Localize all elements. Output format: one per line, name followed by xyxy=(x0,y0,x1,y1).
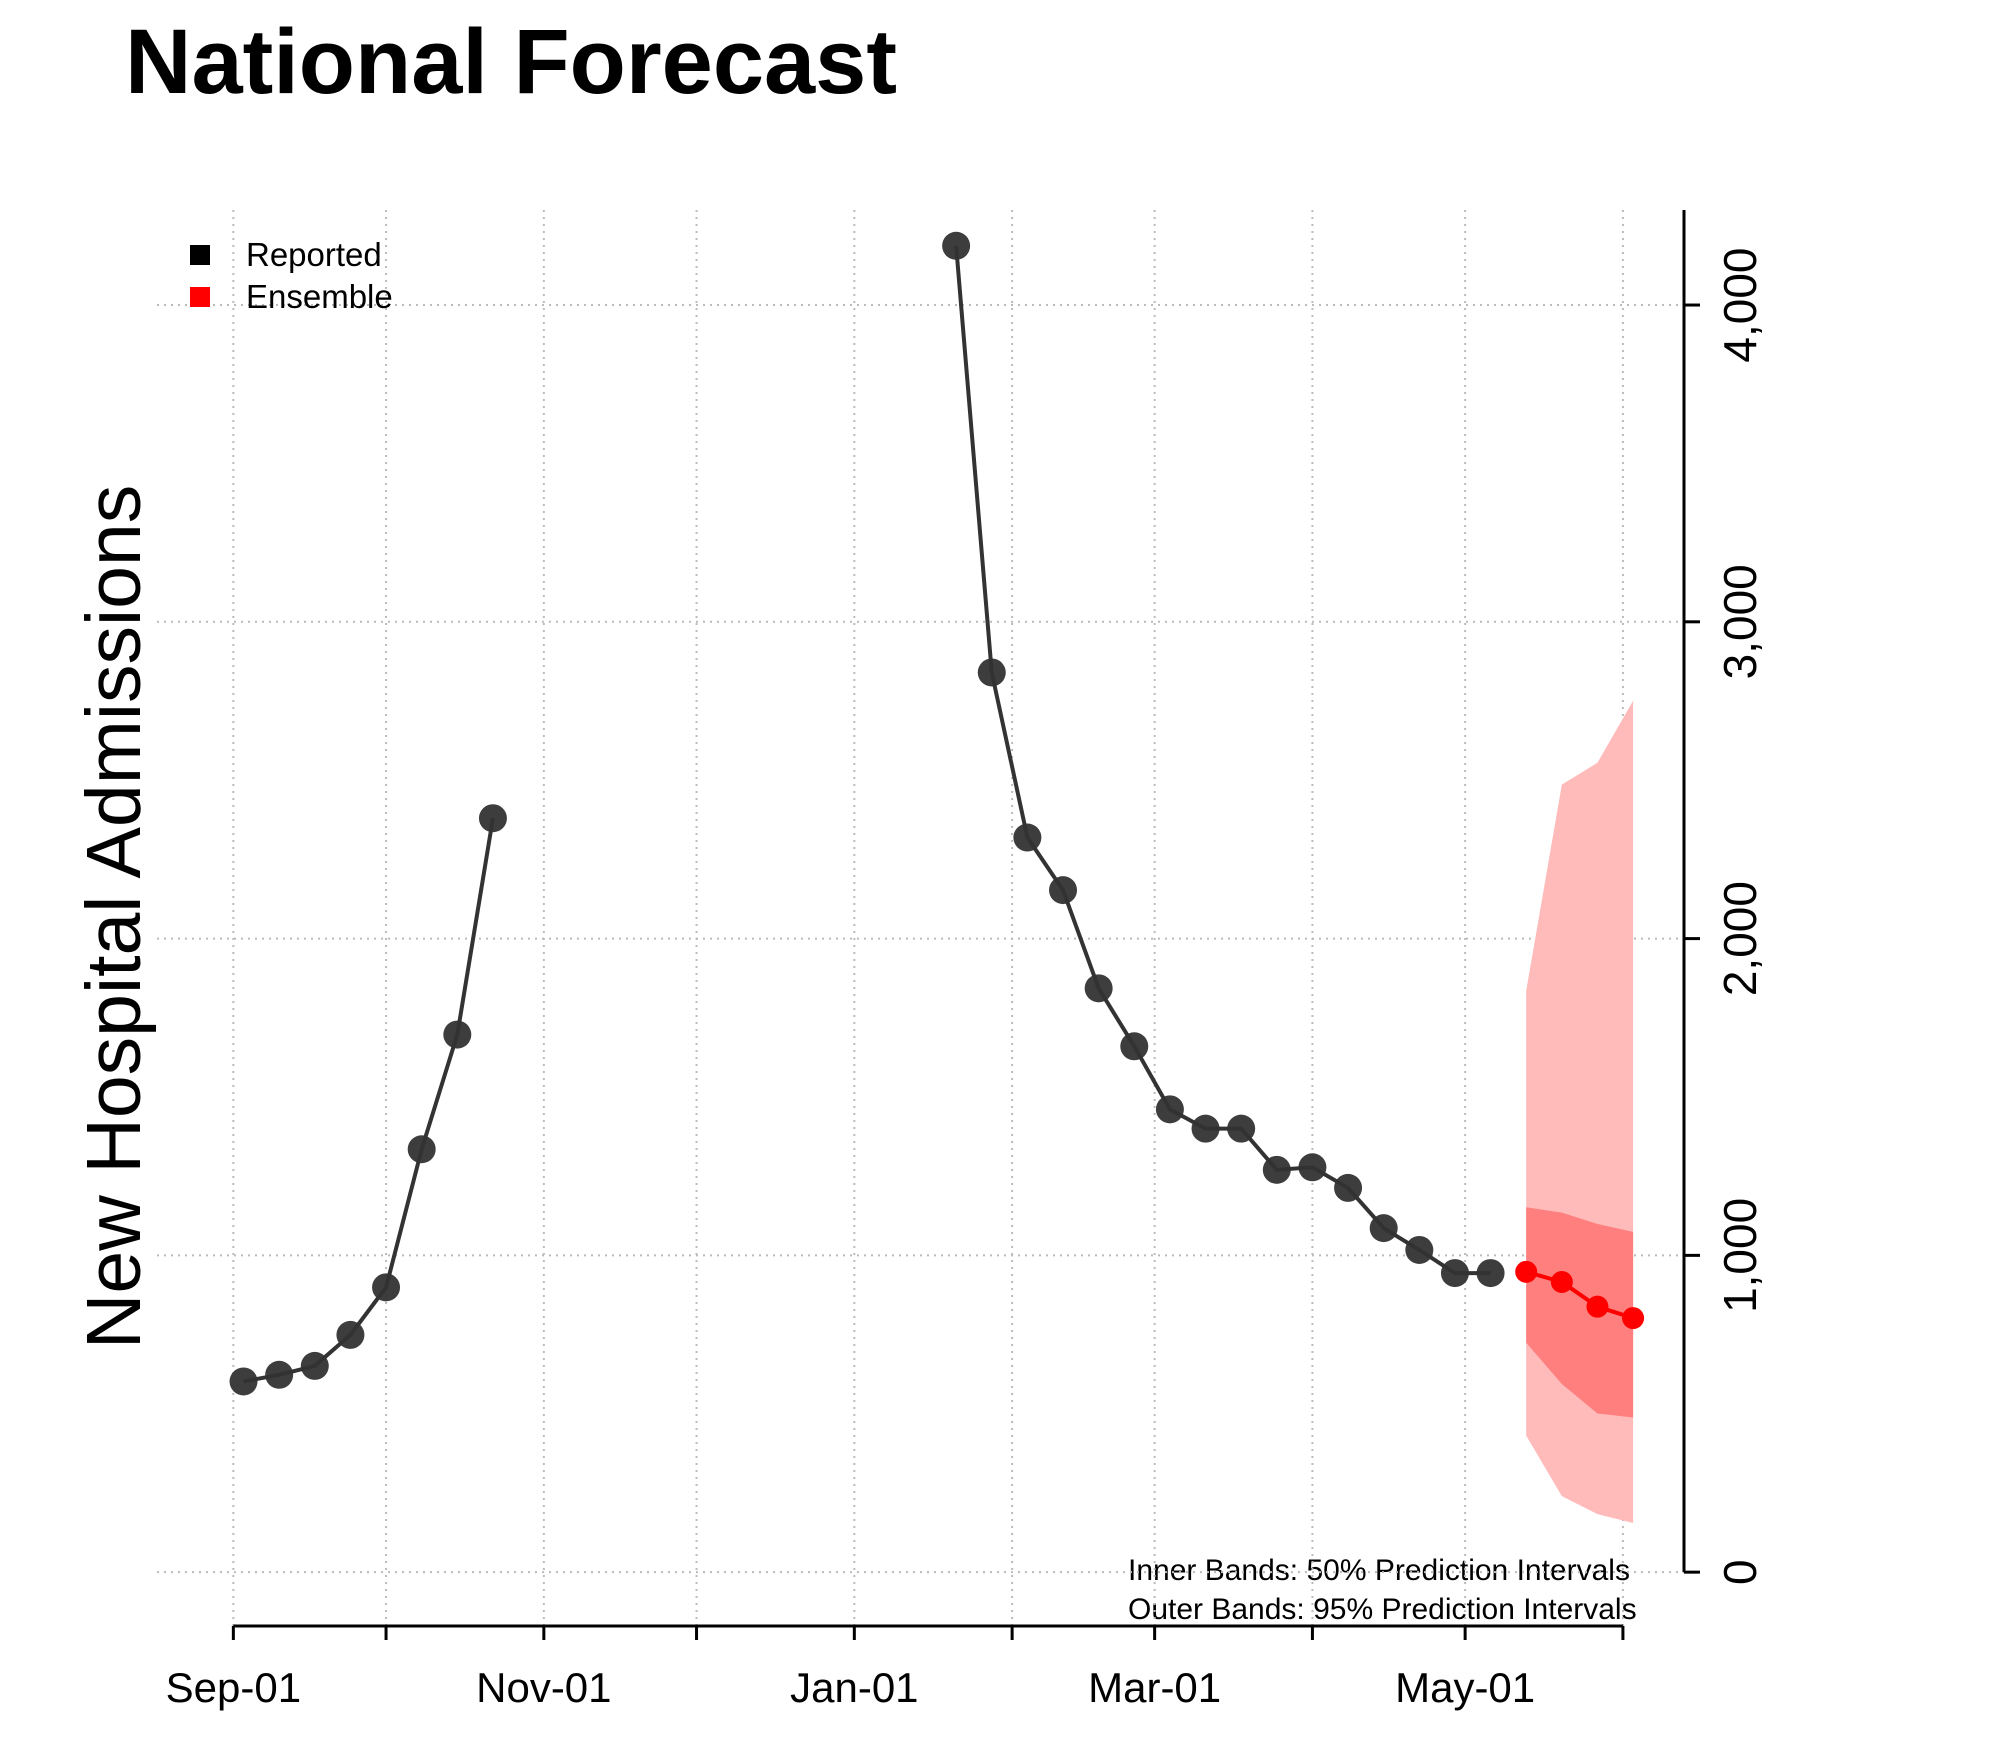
data-point xyxy=(1405,1235,1434,1264)
data-point xyxy=(265,1360,294,1389)
data-point xyxy=(229,1367,258,1396)
data-point xyxy=(1155,1095,1184,1124)
data-point xyxy=(1262,1155,1291,1184)
data-point xyxy=(1515,1260,1538,1283)
data-point xyxy=(1049,876,1078,905)
data-point xyxy=(1120,1032,1149,1061)
legend-swatch xyxy=(190,287,210,307)
chart-title: National Forecast xyxy=(125,11,897,113)
data-point xyxy=(1227,1114,1256,1143)
x-tick-label: Nov-01 xyxy=(476,1664,611,1711)
series-line xyxy=(243,245,1491,1384)
x-tick-label: Jan-01 xyxy=(790,1664,918,1711)
x-tick-label: May-01 xyxy=(1395,1664,1535,1711)
y-tick-label: 4,000 xyxy=(1714,247,1766,362)
data-point xyxy=(1298,1153,1327,1182)
prediction-band xyxy=(1526,1207,1634,1418)
x-tick-label: Sep-01 xyxy=(166,1664,301,1711)
legend-label: Ensemble xyxy=(246,278,393,315)
data-point xyxy=(443,1020,472,1049)
data-point xyxy=(1084,974,1113,1003)
plot-area xyxy=(229,231,1645,1524)
y-tick-label: 1,000 xyxy=(1714,1198,1766,1313)
annotation: Outer Bands: 95% Prediction Intervals xyxy=(1128,1593,1637,1626)
data-point xyxy=(1334,1173,1363,1202)
y-tick-label: 3,000 xyxy=(1714,564,1766,679)
data-point xyxy=(1013,823,1042,852)
y-tick-label: 2,000 xyxy=(1714,881,1766,996)
data-point xyxy=(478,804,507,833)
data-point xyxy=(1191,1114,1220,1143)
data-point xyxy=(407,1135,436,1164)
annotation: Inner Bands: 50% Prediction Intervals xyxy=(1128,1554,1630,1587)
y-axis-label: New Hospital Admissions xyxy=(71,485,157,1349)
series-line xyxy=(1525,1269,1634,1320)
data-point xyxy=(300,1351,329,1380)
legend-swatch xyxy=(190,245,210,265)
data-point xyxy=(1440,1259,1469,1288)
data-point xyxy=(977,658,1006,687)
data-point xyxy=(1550,1270,1573,1293)
x-tick-label: Mar-01 xyxy=(1088,1664,1221,1711)
data-point xyxy=(942,231,971,260)
data-point xyxy=(1586,1295,1609,1318)
legend-label: Reported xyxy=(246,236,382,273)
y-tick-label: 0 xyxy=(1714,1559,1766,1585)
data-point xyxy=(1622,1307,1645,1330)
data-point xyxy=(1476,1259,1505,1288)
data-point xyxy=(372,1273,401,1302)
data-point xyxy=(1369,1214,1398,1243)
data-point xyxy=(336,1320,365,1349)
